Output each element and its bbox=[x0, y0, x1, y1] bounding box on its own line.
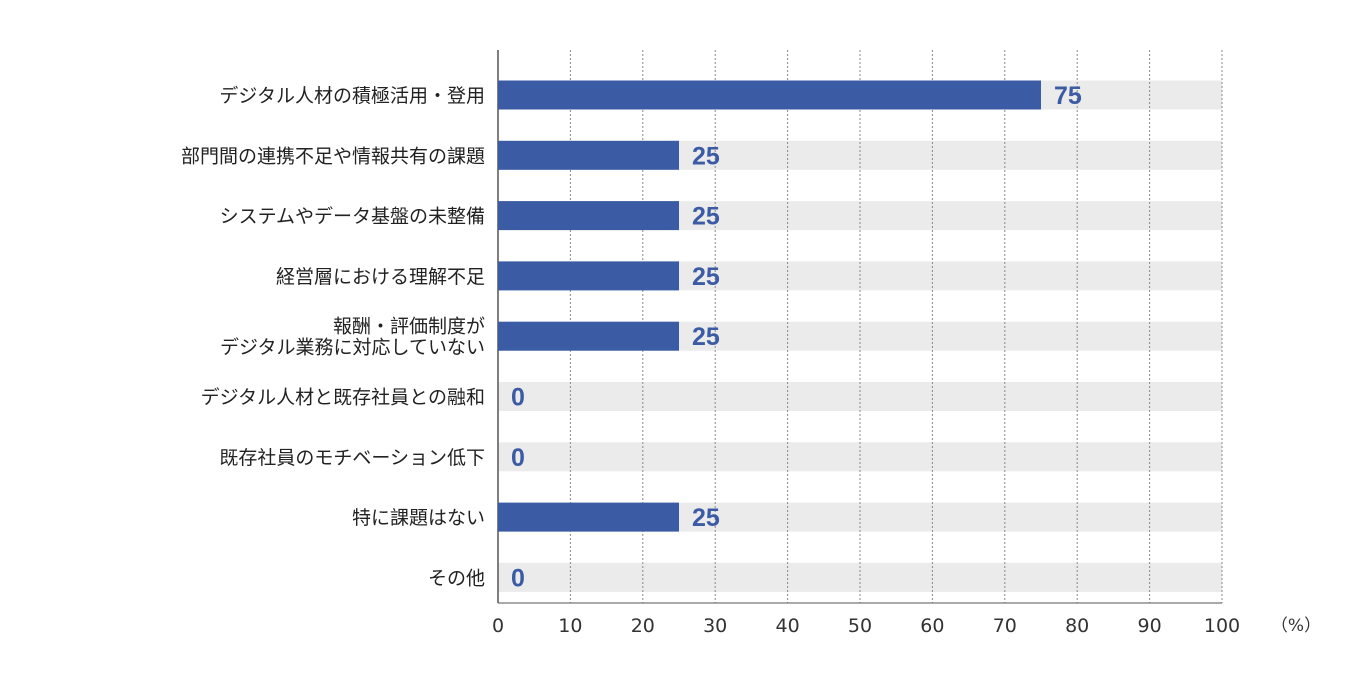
value-label: 0 bbox=[511, 444, 525, 472]
value-label: 25 bbox=[692, 323, 720, 351]
category-label: 部門間の連携不足や情報共有の課題 bbox=[181, 145, 485, 167]
x-tick-label: 60 bbox=[920, 615, 944, 637]
x-tick-label: 80 bbox=[1065, 615, 1089, 637]
category-label: 既存社員のモチベーション低下 bbox=[219, 447, 485, 469]
bar bbox=[498, 261, 679, 291]
x-tick-label: 90 bbox=[1138, 615, 1162, 637]
bar bbox=[498, 201, 679, 231]
x-tick-label: 100 bbox=[1204, 615, 1240, 637]
value-label: 25 bbox=[692, 263, 720, 291]
category-label: デジタル人材の積極活用・登用 bbox=[219, 85, 485, 107]
x-tick-label: 0 bbox=[492, 615, 504, 637]
x-tick-label: 20 bbox=[631, 615, 655, 637]
value-label: 25 bbox=[692, 142, 720, 170]
bar bbox=[498, 140, 679, 170]
x-unit-label: （%） bbox=[1271, 616, 1321, 636]
x-tick-label: 50 bbox=[848, 615, 872, 637]
category-label: システムやデータ基盤の未整備 bbox=[220, 206, 485, 228]
category-label: その他 bbox=[428, 567, 485, 589]
x-tick-label: 10 bbox=[558, 615, 582, 637]
category-label: 特に課題はない bbox=[352, 507, 485, 529]
x-tick-label: 30 bbox=[703, 615, 727, 637]
x-tick-label: 70 bbox=[993, 615, 1017, 637]
bar bbox=[498, 321, 679, 351]
category-label: 経営層における理解不足 bbox=[276, 266, 485, 288]
category-label: デジタル業務に対応していない bbox=[220, 337, 485, 359]
category-label: デジタル人材と既存社員との融和 bbox=[201, 387, 485, 409]
value-label: 25 bbox=[692, 203, 720, 231]
value-label: 0 bbox=[511, 384, 525, 412]
category-label: 報酬・評価制度が bbox=[333, 316, 485, 338]
bar bbox=[498, 502, 679, 532]
bar bbox=[498, 80, 1041, 110]
value-label: 25 bbox=[692, 504, 720, 532]
x-tick-label: 40 bbox=[776, 615, 800, 637]
value-label: 0 bbox=[511, 564, 525, 592]
value-label: 75 bbox=[1054, 82, 1082, 110]
